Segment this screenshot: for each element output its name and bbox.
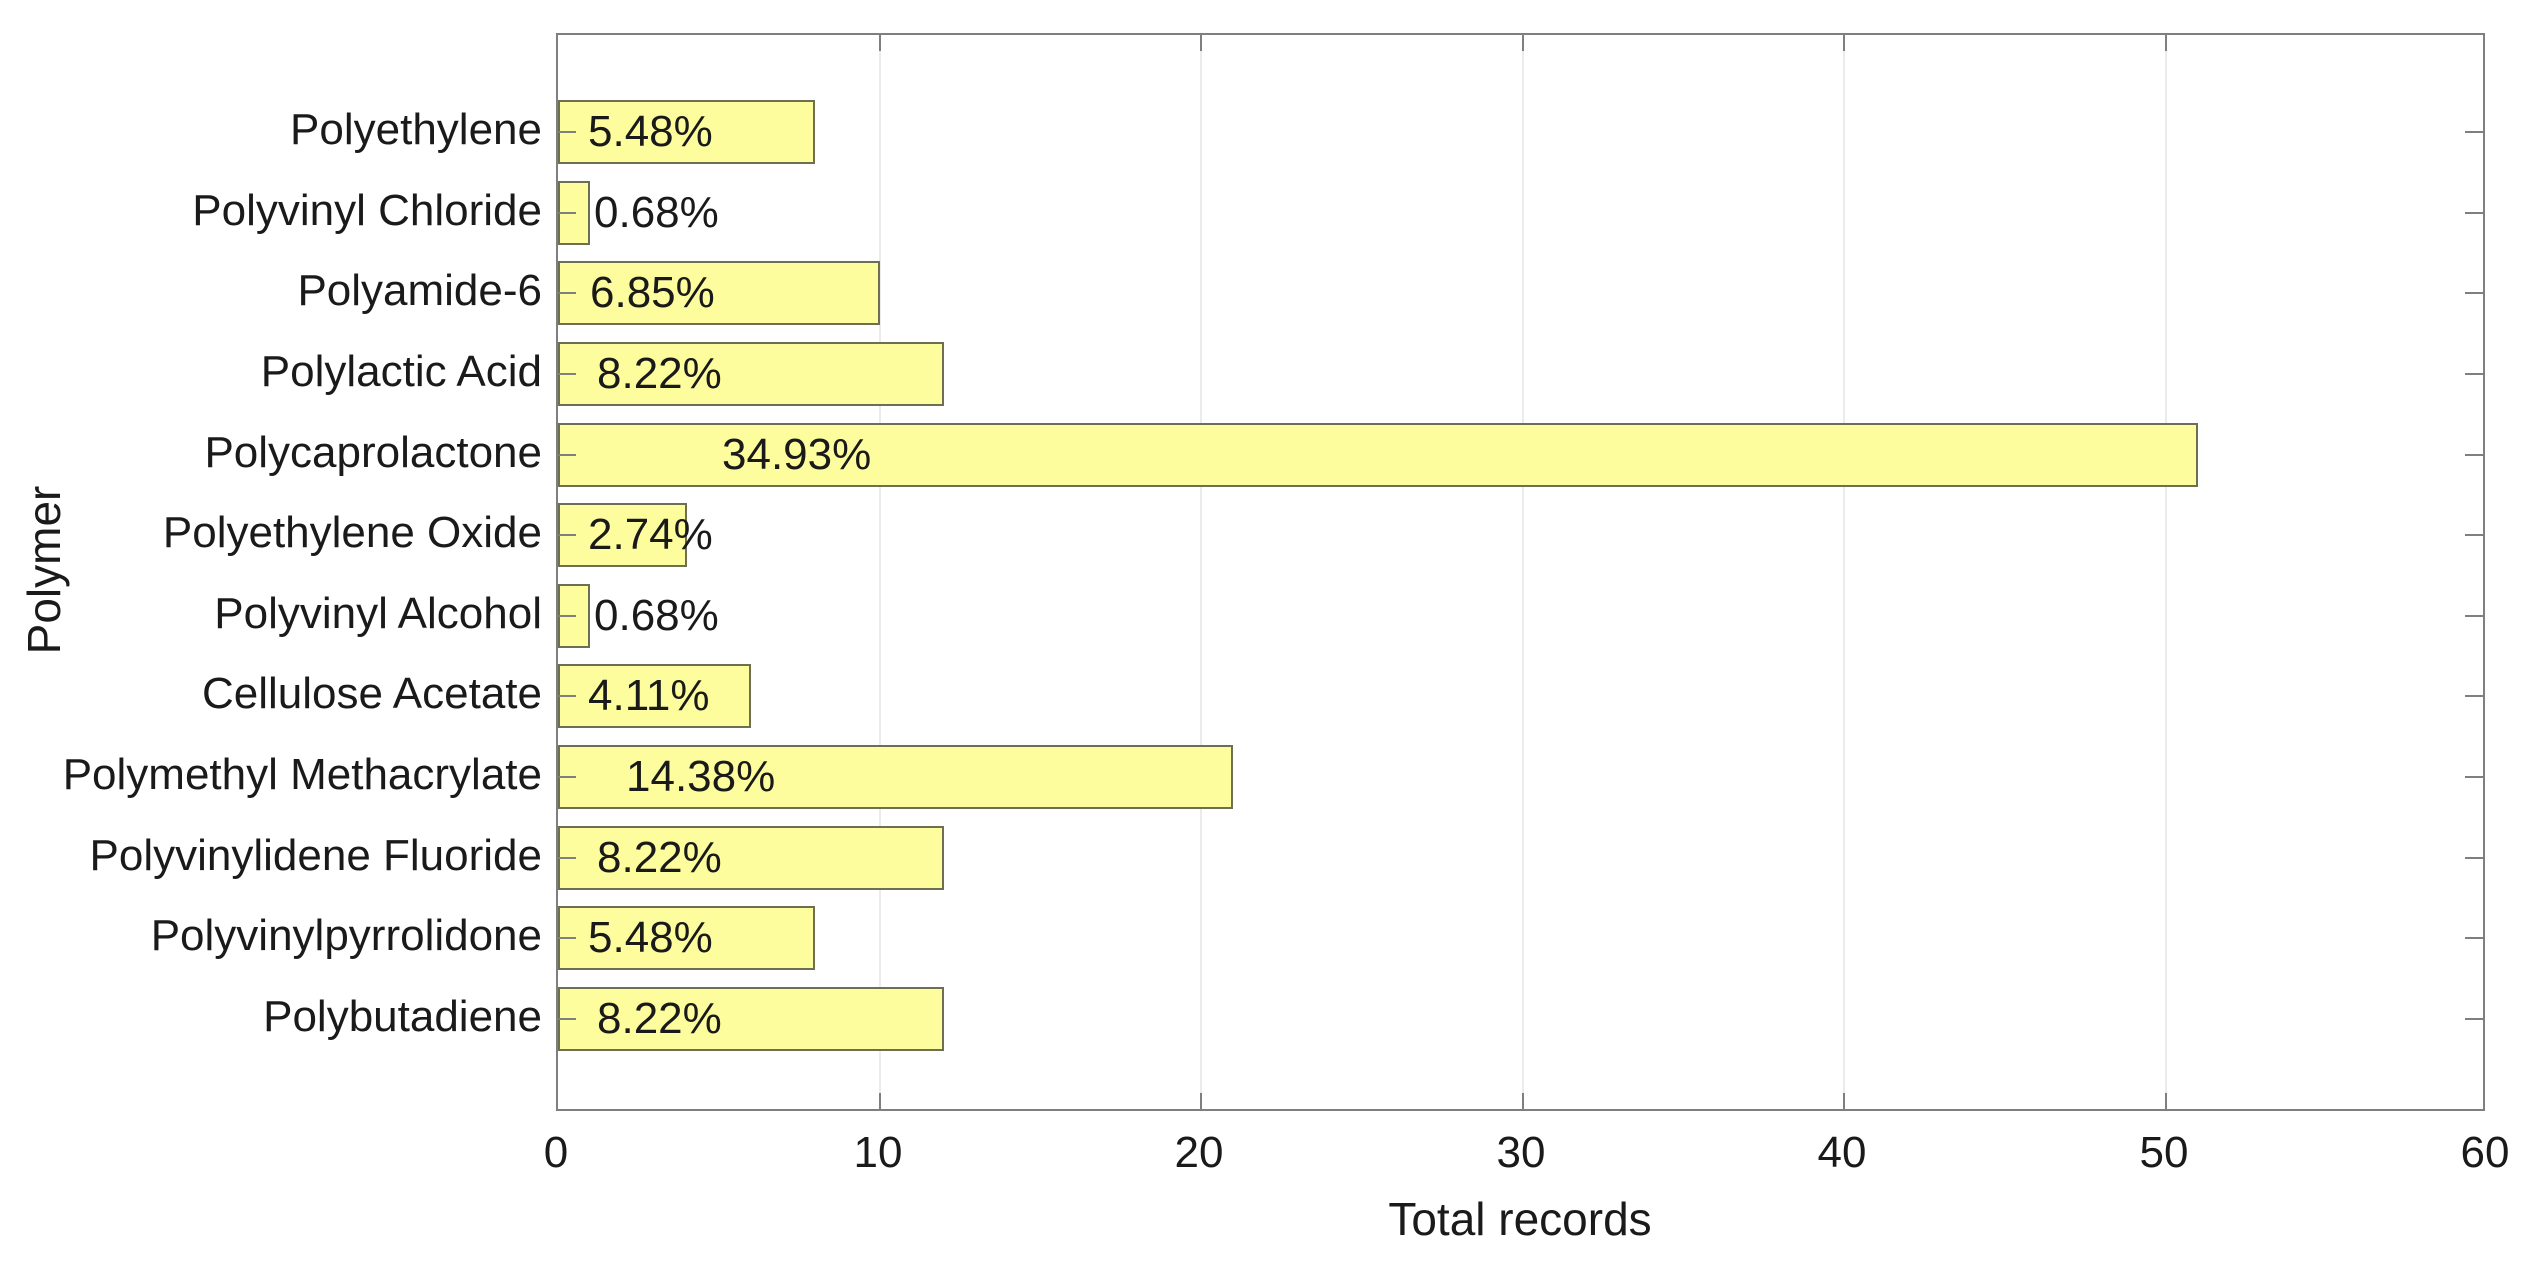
x-tick-label: 60 bbox=[2460, 1128, 2510, 1177]
gridline bbox=[879, 35, 881, 1109]
y-tick-label: Polyvinylidene Fluoride bbox=[89, 830, 542, 880]
x-tick-mark-top bbox=[2165, 35, 2167, 51]
bar bbox=[558, 825, 944, 890]
bar bbox=[558, 261, 880, 326]
bar bbox=[558, 341, 944, 406]
x-tick-mark-top bbox=[1843, 35, 1845, 51]
bar bbox=[558, 100, 815, 164]
y-tick-mark-right bbox=[2465, 1018, 2483, 1021]
y-tick-mark bbox=[558, 776, 576, 779]
y-tick-mark bbox=[558, 292, 576, 295]
y-tick-mark-right bbox=[2465, 211, 2483, 214]
y-tick-mark bbox=[558, 211, 576, 214]
y-tick-mark-right bbox=[2465, 292, 2483, 295]
y-tick-label: Polymethyl Methacrylate bbox=[62, 750, 542, 800]
y-tick-mark-right bbox=[2465, 453, 2483, 456]
x-tick-mark-top bbox=[1200, 35, 1202, 51]
bar-value-label: 4.11% bbox=[588, 671, 710, 721]
y-tick-label: Polyethylene Oxide bbox=[162, 508, 542, 558]
x-tick-label: 50 bbox=[2139, 1128, 2189, 1177]
y-tick-label: Polyvinyl Alcohol bbox=[214, 588, 542, 638]
y-tick-label: Polybutadiene bbox=[263, 992, 542, 1042]
y-tick-mark bbox=[558, 372, 576, 375]
x-tick-mark bbox=[1843, 1093, 1845, 1109]
bar bbox=[558, 422, 2198, 487]
bar-value-label: 8.22% bbox=[597, 994, 722, 1044]
y-tick-mark-right bbox=[2465, 856, 2483, 859]
x-tick-mark bbox=[1522, 1093, 1524, 1109]
x-axis-label: Total records bbox=[1388, 1193, 1652, 1245]
bar-value-label: 5.48% bbox=[588, 107, 713, 156]
bar-value-label: 6.85% bbox=[590, 268, 715, 318]
bar-value-label: 8.22% bbox=[597, 348, 722, 398]
y-axis-label: Polymer bbox=[18, 485, 70, 655]
gridline bbox=[1522, 35, 1524, 1109]
x-tick-mark-top bbox=[1522, 35, 1524, 51]
bar-value-label: 0.68% bbox=[594, 590, 719, 640]
bar-value-label: 14.38% bbox=[626, 752, 776, 802]
y-tick-label: Polylactic Acid bbox=[260, 346, 542, 396]
y-tick-mark-right bbox=[2465, 776, 2483, 779]
y-tick-mark bbox=[558, 453, 576, 456]
plot-area: 5.48% 0.68% 6.85% 8.22% 34.93% 2.74% 0.68% 4.11… bbox=[556, 33, 2485, 1111]
y-tick-label: Cellulose Acetate bbox=[202, 669, 542, 719]
bar-value-label: 8.22% bbox=[597, 832, 722, 882]
x-tick-label: 40 bbox=[1817, 1128, 1867, 1177]
x-tick-mark bbox=[2165, 1093, 2167, 1109]
bar-value-label: 5.48% bbox=[588, 913, 713, 963]
y-tick-mark-right bbox=[2465, 695, 2483, 698]
gridline bbox=[1843, 35, 1845, 1109]
bar bbox=[558, 503, 687, 568]
x-tick-mark bbox=[879, 1093, 881, 1109]
y-tick-mark bbox=[558, 614, 576, 617]
y-tick-label: Polycaprolactone bbox=[204, 427, 542, 477]
y-tick-mark-right bbox=[2465, 534, 2483, 537]
bar-value-label: 2.74% bbox=[588, 510, 713, 560]
x-tick-label: 30 bbox=[1496, 1128, 1546, 1177]
y-tick-mark bbox=[558, 131, 576, 133]
y-tick-label: Polyvinyl Chloride bbox=[192, 185, 542, 235]
x-tick-label: 20 bbox=[1174, 1128, 1224, 1177]
y-tick-mark bbox=[558, 937, 576, 940]
bar bbox=[558, 987, 944, 1052]
x-tick-mark-top bbox=[879, 35, 881, 51]
bar bbox=[558, 906, 815, 971]
x-tick-mark bbox=[1200, 1093, 1202, 1109]
y-tick-mark bbox=[558, 1018, 576, 1021]
y-tick-mark-right bbox=[2465, 614, 2483, 617]
bar-value-label: 34.93% bbox=[722, 429, 872, 479]
gridline bbox=[2165, 35, 2167, 1109]
x-tick-label: 0 bbox=[543, 1128, 569, 1177]
y-tick-mark-right bbox=[2465, 372, 2483, 375]
y-tick-mark bbox=[558, 856, 576, 859]
y-tick-mark bbox=[558, 695, 576, 698]
y-tick-mark-right bbox=[2465, 131, 2483, 133]
bar-value-label: 0.68% bbox=[594, 187, 719, 237]
y-tick-label: Polyamide-6 bbox=[297, 266, 542, 316]
gridline bbox=[1200, 35, 1202, 1109]
y-tick-label: Polyvinylpyrrolidone bbox=[150, 911, 542, 961]
y-tick-label: Polyethylene bbox=[290, 105, 542, 154]
x-tick-label: 10 bbox=[853, 1128, 903, 1177]
y-tick-mark-right bbox=[2465, 937, 2483, 940]
y-tick-mark bbox=[558, 534, 576, 537]
bar bbox=[558, 664, 751, 729]
